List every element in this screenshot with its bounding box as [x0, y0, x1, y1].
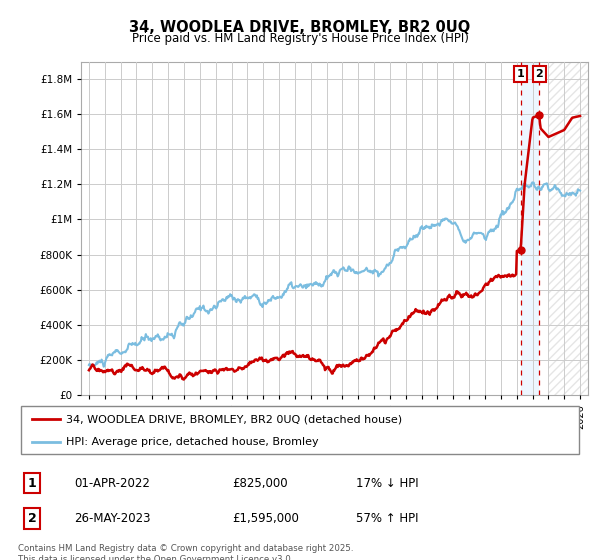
Text: 01-APR-2022: 01-APR-2022: [74, 477, 150, 489]
Text: 26-MAY-2023: 26-MAY-2023: [74, 512, 151, 525]
Bar: [548, 62, 596, 395]
Text: 1: 1: [517, 69, 524, 79]
Text: 17% ↓ HPI: 17% ↓ HPI: [356, 477, 419, 489]
FancyBboxPatch shape: [21, 406, 579, 454]
Text: £1,595,000: £1,595,000: [232, 512, 299, 525]
Text: 34, WOODLEA DRIVE, BROMLEY, BR2 0UQ (detached house): 34, WOODLEA DRIVE, BROMLEY, BR2 0UQ (det…: [66, 414, 402, 424]
Text: HPI: Average price, detached house, Bromley: HPI: Average price, detached house, Brom…: [66, 436, 319, 446]
Text: 34, WOODLEA DRIVE, BROMLEY, BR2 0UQ: 34, WOODLEA DRIVE, BROMLEY, BR2 0UQ: [130, 20, 470, 35]
Text: Price paid vs. HM Land Registry's House Price Index (HPI): Price paid vs. HM Land Registry's House …: [131, 32, 469, 45]
Text: £825,000: £825,000: [232, 477, 288, 489]
Text: Contains HM Land Registry data © Crown copyright and database right 2025.
This d: Contains HM Land Registry data © Crown c…: [18, 544, 353, 560]
Text: 57% ↑ HPI: 57% ↑ HPI: [356, 512, 419, 525]
Text: 2: 2: [535, 69, 543, 79]
Text: 1: 1: [28, 477, 37, 489]
Text: 2: 2: [28, 512, 37, 525]
Bar: [521, 62, 539, 395]
